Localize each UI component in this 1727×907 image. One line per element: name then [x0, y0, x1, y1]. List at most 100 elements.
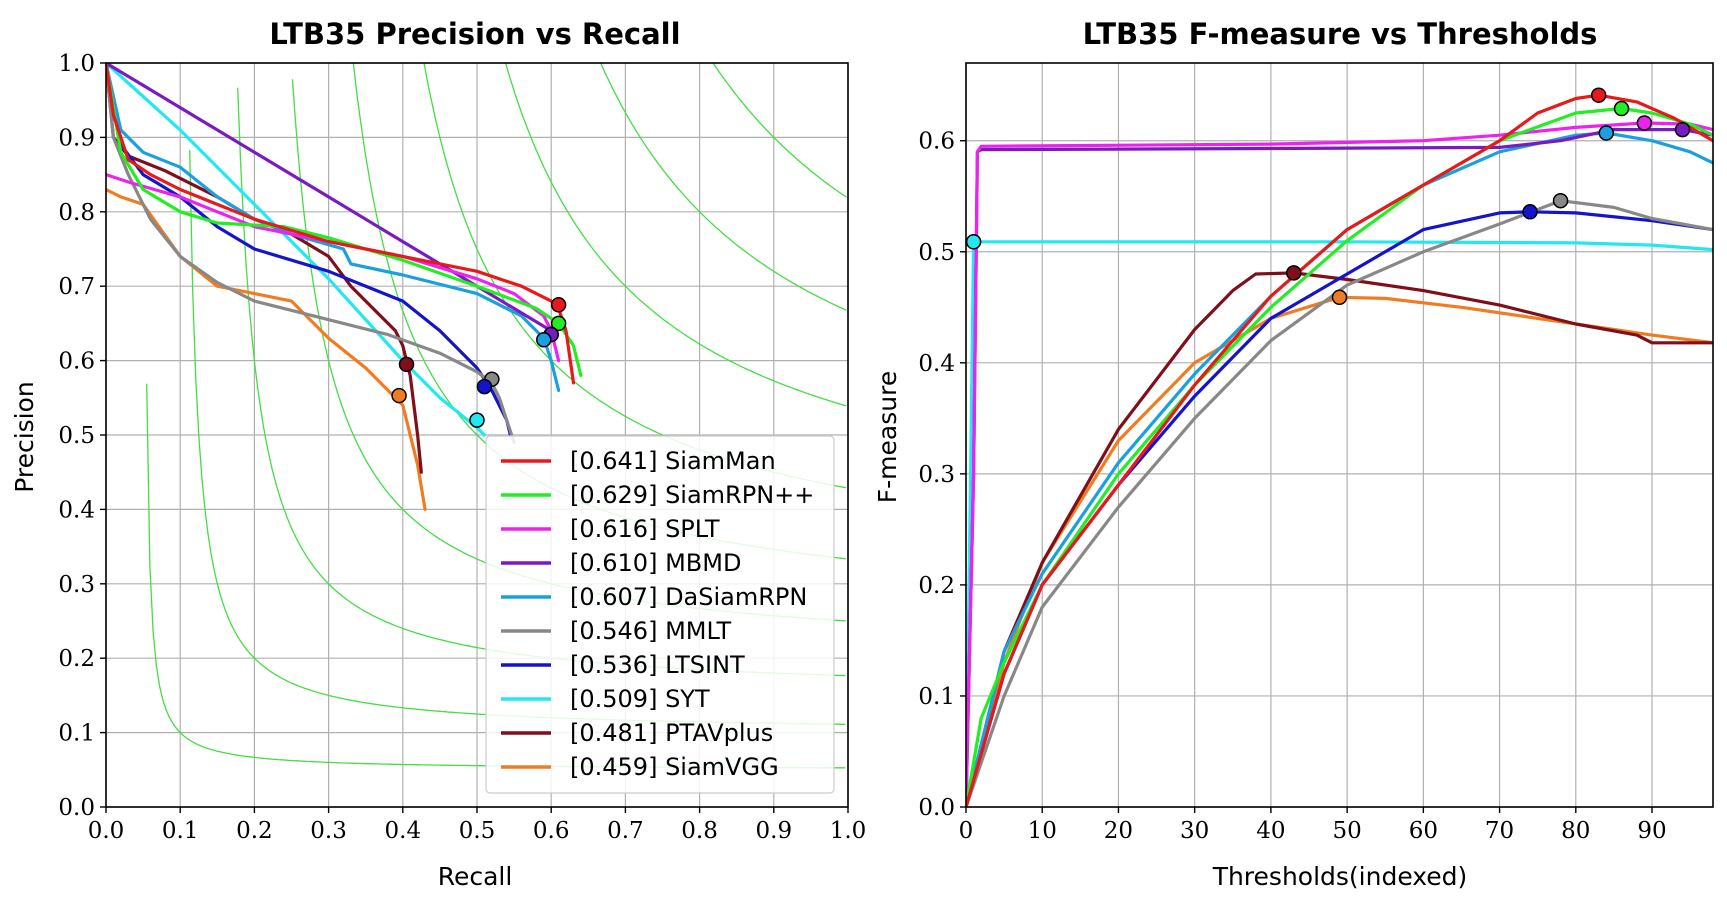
- left-plot-frame: [105, 62, 849, 808]
- left-chart-title: LTB35 Precision vs Recall: [269, 17, 680, 51]
- right-series-line-dasiamrpn: [966, 131, 1713, 807]
- right-series-line-mbmd: [966, 128, 1713, 807]
- left-series-line-syt: [106, 63, 486, 437]
- left-x-tick-label: 0.0: [88, 818, 125, 844]
- left-series-line-siamrpnplusplus: [106, 63, 583, 378]
- left-marker-ltsint: [476, 378, 493, 395]
- right-y-tick-label: 0.3: [918, 462, 955, 488]
- iso-f-curve-09: [712, 63, 847, 198]
- right-chart-title: LTB35 F-measure vs Thresholds: [1083, 17, 1598, 51]
- right-marker-siamrpnplusplus: [1613, 100, 1630, 117]
- precision-recall-panel: LTB35 Precision vs Recall Recall Precisi…: [10, 17, 866, 891]
- left-series-line-siamman: [106, 63, 576, 385]
- right-x-tick-label: 20: [1104, 818, 1133, 844]
- right-marker-dasiamrpn: [1598, 125, 1615, 141]
- right-series-line-mmlt: [966, 199, 1713, 807]
- right-marker-siamvgg: [1331, 289, 1348, 306]
- left-x-tick-label: 0.9: [756, 818, 793, 844]
- legend-entry-siamvgg: [0.459] SiamVGG: [570, 753, 779, 781]
- right-marker-ptavplus: [1286, 265, 1302, 281]
- right-y-tick-label: 0.2: [918, 573, 955, 599]
- left-y-axis-label: Precision: [10, 381, 39, 493]
- right-x-tick-label: 30: [1180, 818, 1209, 844]
- left-y-tick-label: 0.0: [58, 795, 95, 821]
- left-series-line-mbmd: [106, 63, 553, 333]
- right-x-tick-label: 50: [1332, 818, 1361, 844]
- legend-entry-mbmd: [0.610] MBMD: [570, 549, 741, 577]
- legend: [0.641] SiamMan [0.629] SiamRPN++ [0.616] …: [485, 435, 835, 794]
- right-x-tick-label: 70: [1485, 818, 1514, 844]
- left-y-tick-label: 0.8: [58, 200, 95, 226]
- left-x-tick-label: 0.8: [681, 818, 718, 844]
- right-series-line-siamman: [966, 93, 1713, 807]
- right-y-tick-label: 0.1: [918, 684, 955, 710]
- right-tick-labels: 0 10 20 30 40 50 60 70 80 90 0.0 0.1 0.2 0.3 0.4 0.5 0.6: [918, 129, 1666, 844]
- left-y-tick-label: 0.5: [58, 423, 95, 449]
- left-series-line-dasiamrpn: [106, 63, 561, 392]
- legend-entry-ltsint: [0.536] LTSINT: [570, 651, 745, 679]
- right-marker-syt: [965, 234, 982, 250]
- right-plot-frame: [965, 62, 1714, 808]
- left-x-tick-label: 0.4: [385, 818, 422, 844]
- legend-entry-siamrpnplusplus: [0.629] SiamRPN++: [570, 481, 814, 509]
- right-x-tick-label: 90: [1637, 818, 1666, 844]
- left-tick-labels: 0.0 0.1 0.2 0.3 0.4 0.5 0.6 0.7 0.8 0.9 1.0 0.0 0.1 0…: [58, 51, 866, 844]
- legend-entry-splt: [0.616] SPLT: [570, 515, 720, 543]
- right-series-line-siamrpnplusplus: [966, 106, 1713, 807]
- f-measure-panel: LTB35 F-measure vs Thresholds Thresholds…: [873, 17, 1714, 891]
- left-series-line-mmlt: [106, 63, 516, 444]
- right-x-tick-label: 60: [1409, 818, 1438, 844]
- left-x-tick-label: 0.5: [459, 818, 496, 844]
- right-series-line-syt: [966, 239, 1713, 807]
- left-markers: [391, 297, 567, 428]
- left-marker-syt: [469, 412, 485, 428]
- right-marker-mmlt: [1552, 192, 1569, 209]
- left-y-tick-label: 0.4: [58, 497, 95, 523]
- left-x-tick-label: 1.0: [830, 818, 867, 844]
- right-x-tick-label: 0: [959, 818, 974, 844]
- left-marker-siamvgg: [391, 387, 407, 404]
- right-marker-ltsint: [1522, 204, 1538, 220]
- right-series-line-splt: [966, 121, 1713, 807]
- right-marker-mbmd: [1674, 121, 1691, 138]
- legend-box: [485, 435, 835, 794]
- right-markers: [965, 87, 1691, 306]
- right-y-tick-label: 0.5: [918, 240, 955, 266]
- left-series-line-ltsint: [106, 63, 512, 437]
- right-series-group: [966, 93, 1713, 807]
- right-series-line-siamvgg: [966, 295, 1713, 807]
- left-x-tick-label: 0.1: [162, 818, 199, 844]
- left-y-tick-label: 0.6: [58, 349, 95, 375]
- left-x-tick-label: 0.3: [310, 818, 347, 844]
- left-series-line-splt: [106, 173, 561, 363]
- left-series-line-siamvgg: [106, 187, 427, 511]
- right-marker-splt: [1636, 115, 1653, 131]
- left-y-tick-label: 0.7: [58, 274, 95, 300]
- right-x-tick-label: 10: [1028, 818, 1057, 844]
- left-marker-dasiamrpn: [536, 332, 552, 348]
- right-x-tick-label: 40: [1256, 818, 1285, 844]
- left-y-tick-label: 0.2: [58, 646, 95, 672]
- left-marker-ptavplus: [398, 356, 415, 373]
- iso-f-curve-07: [504, 63, 847, 407]
- legend-entry-siamman: [0.641] SiamMan: [570, 447, 776, 475]
- iso-f-curve-08: [599, 63, 847, 311]
- right-grid: [965, 63, 1713, 808]
- left-marker-siamrpnplusplus: [550, 315, 567, 332]
- right-y-tick-label: 0.6: [918, 129, 955, 155]
- right-x-axis-label: Thresholds(indexed): [1212, 862, 1468, 891]
- left-marker-siamman: [550, 297, 567, 313]
- left-y-tick-label: 0.1: [58, 721, 95, 747]
- legend-entry-mmlt: [0.546] MMLT: [570, 617, 732, 645]
- left-y-tick-label: 0.3: [58, 572, 95, 598]
- right-x-tick-label: 80: [1561, 818, 1590, 844]
- legend-entry-syt: [0.509] SYT: [570, 685, 710, 713]
- right-y-tick-label: 0.4: [918, 351, 955, 377]
- left-y-tick-label: 1.0: [58, 51, 95, 77]
- legend-entry-dasiamrpn: [0.607] DaSiamRPN: [570, 583, 807, 611]
- left-x-axis-label: Recall: [438, 862, 513, 891]
- left-y-tick-label: 0.9: [58, 125, 95, 151]
- left-x-tick-label: 0.6: [533, 818, 570, 844]
- left-x-tick-label: 0.7: [607, 818, 644, 844]
